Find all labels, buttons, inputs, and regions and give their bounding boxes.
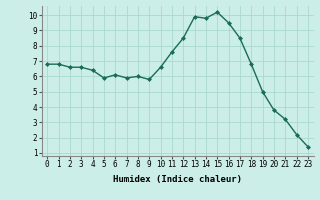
X-axis label: Humidex (Indice chaleur): Humidex (Indice chaleur) (113, 175, 242, 184)
